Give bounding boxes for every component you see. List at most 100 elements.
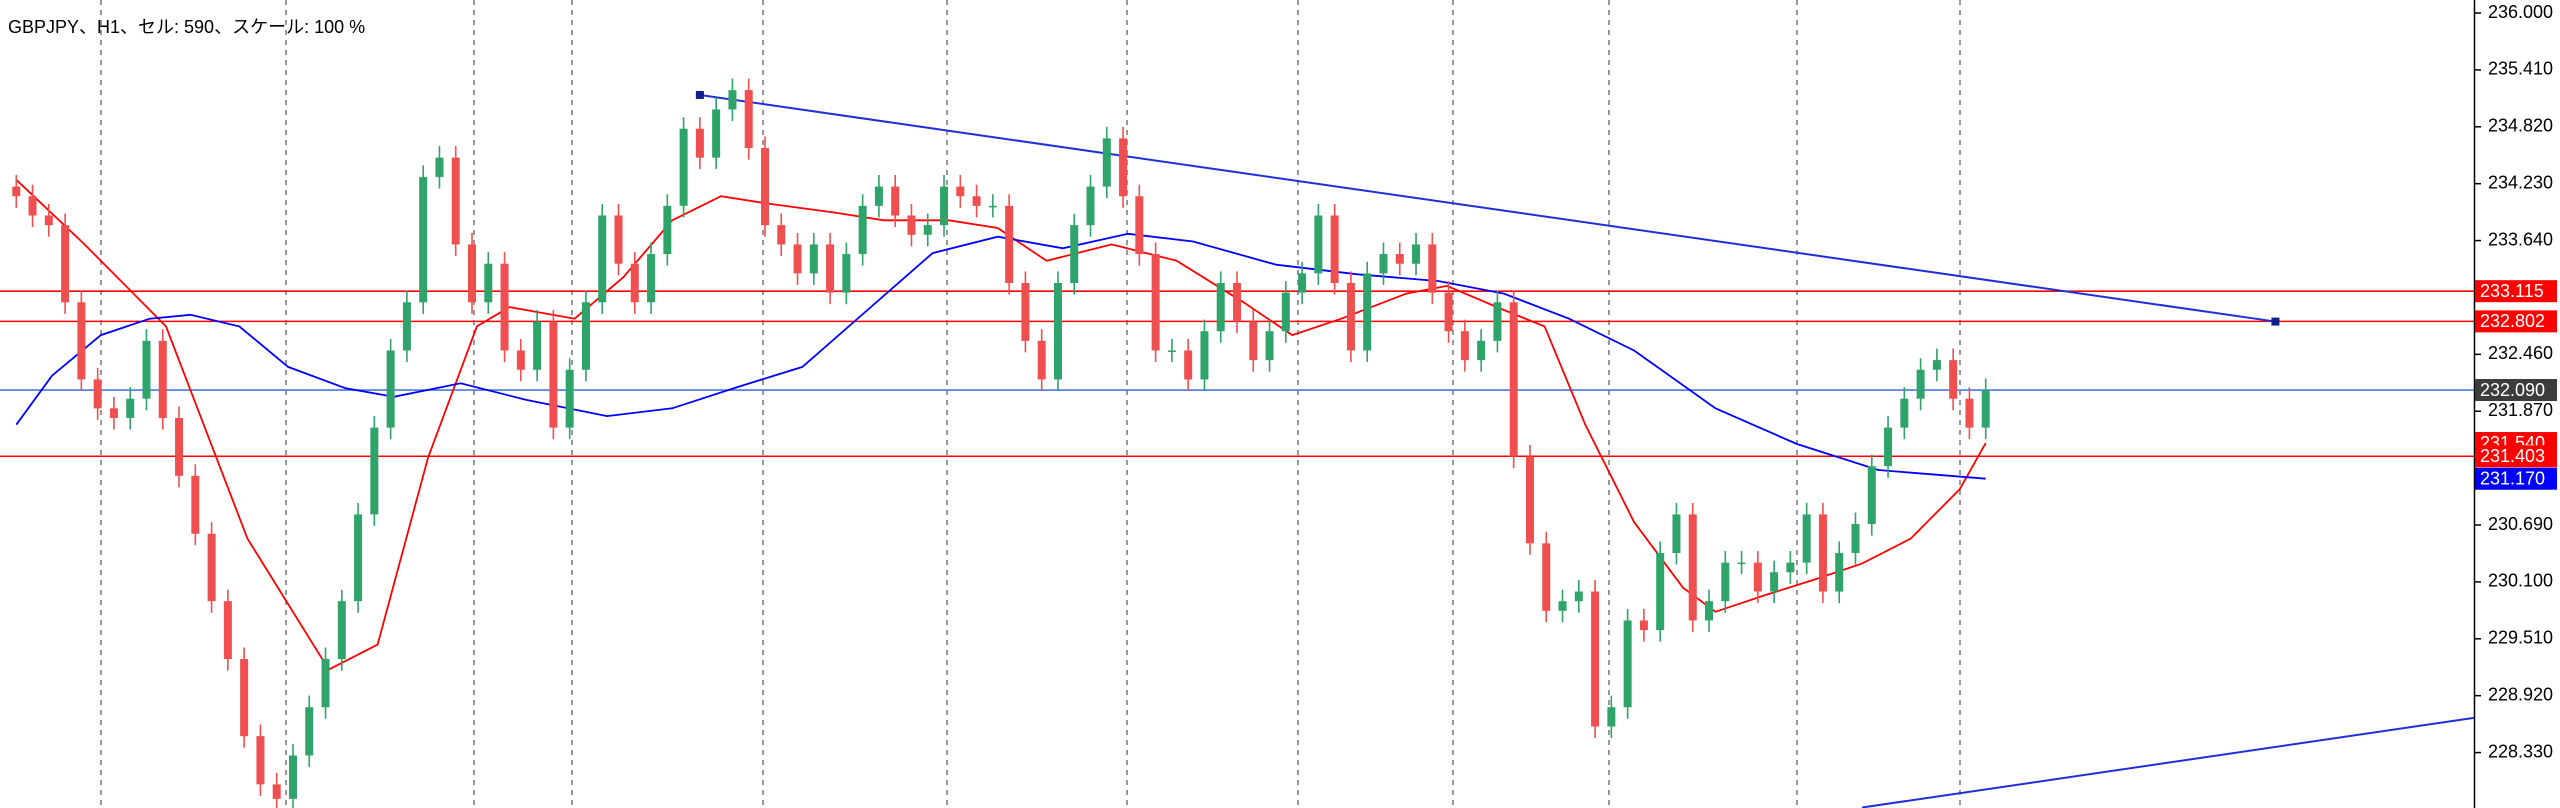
candle-body [728, 90, 737, 110]
candle-body [1965, 398, 1974, 428]
candle-body [695, 128, 704, 158]
candle-body [354, 514, 363, 602]
trendline [699, 93, 2276, 323]
y-tick-label: 230.690 [2488, 514, 2553, 534]
trendline [1861, 716, 2474, 808]
candle-body [1070, 225, 1079, 283]
price-label: 232.802 [2480, 311, 2545, 331]
candle-body [1444, 292, 1453, 332]
candle-body [907, 215, 916, 235]
price-label-box [2475, 379, 2557, 402]
candle-body [956, 186, 965, 197]
candle-body [874, 186, 883, 206]
candle-body [256, 736, 265, 785]
candle-body [272, 784, 281, 799]
price-label: 233.115 [2480, 281, 2544, 301]
candle-body [1818, 514, 1827, 592]
candle-body [1786, 562, 1795, 573]
grid [100, 0, 1961, 808]
candle-body [240, 659, 249, 737]
candle-body [777, 225, 786, 245]
candle-body [1395, 254, 1404, 264]
candle-body [581, 302, 590, 370]
candle-body [451, 157, 460, 245]
candle-body [402, 302, 411, 351]
candle-body [1200, 331, 1209, 380]
candle-body [1884, 427, 1893, 467]
candle-body [712, 109, 721, 158]
candle-body [1151, 254, 1160, 351]
candle-body [565, 369, 574, 428]
candle-body [1623, 620, 1632, 708]
candle-body [1574, 591, 1583, 602]
candle-body [1721, 562, 1730, 602]
y-tick-label: 229.510 [2488, 628, 2553, 648]
candle-body [1314, 215, 1323, 274]
candle-body [647, 254, 656, 303]
candle-body [598, 215, 607, 303]
candle-body [175, 417, 184, 476]
candle-body [126, 398, 135, 418]
candle-body [1672, 514, 1681, 553]
candle-body [923, 225, 932, 235]
candle-body [468, 244, 477, 303]
candle-body [337, 601, 346, 660]
candle-body [1135, 196, 1144, 255]
candle-body [1753, 562, 1762, 592]
candle-body [1428, 244, 1437, 293]
price-label: 231.170 [2480, 468, 2545, 488]
candle-body [1802, 514, 1811, 563]
candle-body [288, 755, 297, 799]
candle-body [484, 263, 493, 303]
y-tick-label: 230.100 [2488, 571, 2553, 591]
candle-body [1737, 562, 1746, 565]
candle-body [1346, 282, 1355, 351]
candle-body [809, 244, 818, 274]
candle-body [1119, 138, 1128, 197]
candle-body [1900, 398, 1909, 428]
y-tick-label: 232.460 [2488, 343, 2553, 363]
candle-body [500, 263, 509, 351]
candle-body [435, 157, 444, 177]
candle-body [77, 302, 86, 380]
candle-body [842, 254, 851, 293]
candle-body [1021, 282, 1030, 341]
candle-body [28, 196, 37, 216]
candle-body [1542, 543, 1551, 611]
candle-body [44, 215, 53, 226]
candle-body [61, 225, 70, 303]
candle-body [1981, 390, 1990, 428]
axis-labels: 236.000 235.410 234.820 234.230 233.640 232.4… [2474, 2, 2557, 761]
candle-body [1281, 292, 1290, 332]
candle-body [760, 148, 769, 226]
price-label-box [2475, 467, 2557, 490]
candle-body [891, 186, 900, 216]
candle-body [1298, 273, 1307, 293]
candle-body [223, 601, 232, 660]
candle-body [516, 350, 525, 370]
candle-body [321, 659, 330, 708]
moving-average [15, 232, 1986, 480]
trendline-anchor [2271, 317, 2280, 326]
candle-body [533, 321, 542, 370]
y-tick-label: 228.920 [2488, 684, 2553, 704]
price-label-box [2475, 445, 2557, 468]
candle-body [1932, 360, 1941, 370]
candle-body [1216, 282, 1225, 332]
candle-body [142, 340, 151, 399]
candle-body [1330, 215, 1339, 283]
candle-body [1607, 707, 1616, 727]
candle-body [858, 205, 867, 255]
candle-body [1867, 466, 1876, 525]
y-tick-label: 235.410 [2488, 59, 2553, 79]
candle-body [972, 196, 981, 206]
candle-body [1477, 340, 1486, 361]
candle-body [940, 186, 949, 226]
candle-body [386, 350, 395, 428]
candle-body [1102, 138, 1111, 187]
candle-body [1509, 302, 1518, 457]
candle-body [1249, 321, 1258, 361]
candle-body [1363, 273, 1372, 351]
candle-body [1379, 254, 1388, 274]
